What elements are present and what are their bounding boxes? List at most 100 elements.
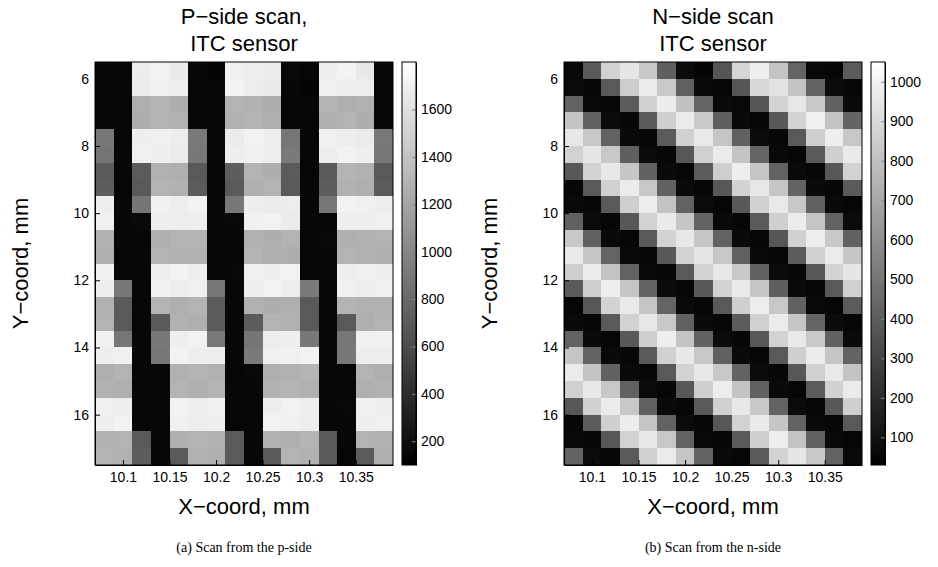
heatmap-cell: [769, 364, 788, 381]
heatmap-cell: [843, 230, 862, 247]
heatmap-cell: [337, 163, 356, 180]
heatmap-cell: [769, 314, 788, 331]
heatmap-cell: [564, 62, 583, 79]
heatmap-cell: [337, 331, 356, 348]
heatmap-cell: [225, 398, 244, 415]
heatmap-cell: [806, 180, 825, 197]
heatmap-cell: [337, 79, 356, 96]
colorbar-axis-tick-mark: [881, 358, 885, 359]
heatmap-cell: [170, 448, 189, 465]
heatmap-cell: [300, 112, 319, 129]
x-axis-tick-label: 10.15: [621, 469, 656, 485]
heatmap-cell: [337, 146, 356, 163]
heatmap-cell: [319, 163, 338, 180]
heatmap-cell: [319, 347, 338, 364]
heatmap-cell: [620, 381, 639, 398]
heatmap-cell: [207, 129, 226, 146]
heatmap-cell: [694, 264, 713, 281]
heatmap-cell: [170, 129, 189, 146]
heatmap-cell: [639, 62, 658, 79]
heatmap-cell: [114, 314, 133, 331]
heatmap-cell: [151, 163, 170, 180]
heatmap-cell: [300, 247, 319, 264]
heatmap-cell: [620, 163, 639, 180]
y-axis-tick: 10: [73, 205, 100, 221]
heatmap-cell: [676, 381, 695, 398]
heatmap-cell: [601, 415, 620, 432]
colorbar-axis-tick-label: 1600: [421, 101, 452, 117]
caption: (b) Scan from the n-side: [645, 540, 781, 556]
heatmap-cell: [676, 112, 695, 129]
heatmap-cell: [657, 448, 676, 465]
heatmap-cell: [583, 62, 602, 79]
heatmap-cell: [788, 196, 807, 213]
heatmap-cell: [676, 96, 695, 113]
heatmap-cell: [337, 129, 356, 146]
heatmap-cell: [564, 280, 583, 297]
heatmap-cell: [639, 347, 658, 364]
heatmap-cell: [374, 297, 393, 314]
heatmap-cell: [583, 264, 602, 281]
heatmap-cell: [300, 180, 319, 197]
x-axis-tick-mark: [639, 460, 640, 465]
colorbar-axis-tick-mark: [412, 346, 416, 347]
heatmap-cell: [639, 247, 658, 264]
heatmap-cell: [676, 448, 695, 465]
colorbar-axis-tick: 900: [881, 113, 914, 129]
heatmap-cell: [374, 415, 393, 432]
heatmap-cell: [300, 129, 319, 146]
heatmap-cell: [263, 347, 282, 364]
heatmap-cell: [788, 314, 807, 331]
heatmap-cell: [225, 180, 244, 197]
heatmap-cell: [263, 146, 282, 163]
heatmap-cell: [151, 448, 170, 465]
heatmap-cell: [95, 398, 114, 415]
heatmap-cell: [151, 398, 170, 415]
heatmap-cell: [281, 196, 300, 213]
heatmap-cell: [769, 213, 788, 230]
heatmap-cell: [564, 112, 583, 129]
heatmap-cell: [694, 381, 713, 398]
heatmap-cell: [263, 297, 282, 314]
colorbar-axis-tick-mark: [881, 319, 885, 320]
colorbar-frame: [871, 62, 885, 465]
x-axis-tick-label: 10.3: [296, 469, 323, 485]
heatmap-cell: [95, 331, 114, 348]
heatmap-cell: [732, 264, 751, 281]
heatmap-cell: [244, 431, 263, 448]
heatmap-cell: [583, 163, 602, 180]
heatmap-cell: [713, 297, 732, 314]
heatmap-cell: [564, 129, 583, 146]
heatmap-cell: [788, 96, 807, 113]
panel: 10.110.1510.210.2510.310.356810121416200…: [8, 4, 452, 556]
colorbar-axis-tick: 300: [881, 350, 914, 366]
heatmap-cell: [639, 146, 658, 163]
heatmap-cell: [583, 230, 602, 247]
heatmap-cell: [769, 331, 788, 348]
heatmap-cell: [374, 79, 393, 96]
y-axis-tick-label: 6: [81, 71, 89, 87]
heatmap-cell: [244, 264, 263, 281]
heatmap-cell: [843, 431, 862, 448]
heatmap-cell: [806, 163, 825, 180]
heatmap-cell: [188, 213, 207, 230]
colorbar-axis-tick-mark: [412, 252, 416, 253]
heatmap-cell: [825, 96, 844, 113]
heatmap-cell: [356, 364, 375, 381]
heatmap-cell: [806, 381, 825, 398]
heatmap-cell: [769, 129, 788, 146]
heatmap-cell: [694, 62, 713, 79]
heatmap-cell: [806, 314, 825, 331]
heatmap-cell: [657, 163, 676, 180]
heatmap-cell: [114, 112, 133, 129]
y-axis-tick-mark: [564, 280, 569, 281]
heatmap-cell: [732, 448, 751, 465]
heatmap-cell: [319, 112, 338, 129]
heatmap-cell: [620, 146, 639, 163]
heatmap-cell: [806, 280, 825, 297]
heatmap-cell: [750, 180, 769, 197]
heatmap-cell: [676, 347, 695, 364]
colorbar-axis-tick: 100: [881, 429, 914, 445]
heatmap-cell: [825, 381, 844, 398]
heatmap-cell: [750, 381, 769, 398]
